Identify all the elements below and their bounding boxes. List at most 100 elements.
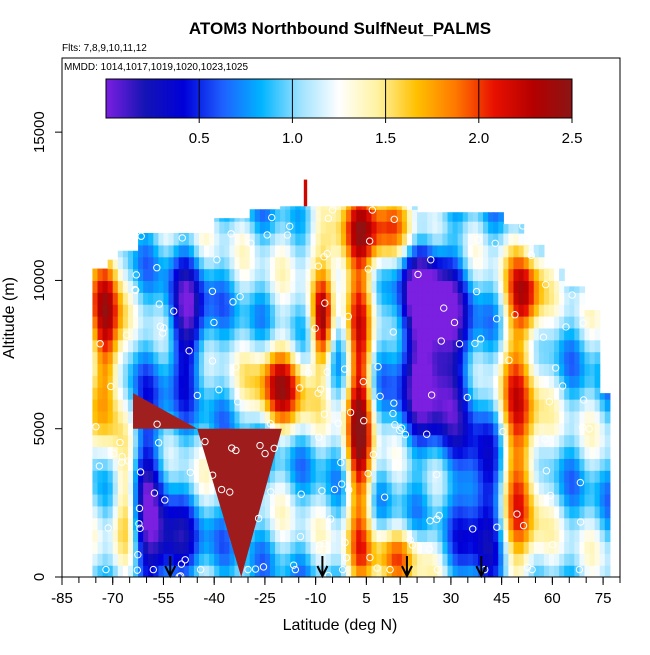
heatmap-cell [503, 339, 509, 353]
heatmap-cell [97, 422, 104, 436]
heatmap-cell [280, 434, 286, 448]
heatmap-cell [300, 505, 307, 519]
sample-point [247, 239, 255, 247]
heatmap-cell [554, 470, 560, 483]
heatmap-cell [442, 304, 449, 317]
heatmap-cell [127, 517, 134, 531]
heatmap-cell [457, 375, 464, 388]
heatmap-cell [183, 422, 190, 436]
heatmap-cell [554, 505, 560, 519]
heatmap-cell [513, 553, 520, 566]
heatmap-cell [447, 505, 454, 519]
heatmap-cell [204, 316, 210, 329]
heatmap-cell [447, 375, 454, 388]
heatmap-cell [528, 339, 535, 353]
heatmap-cell [325, 327, 332, 341]
heatmap-cell [214, 351, 220, 365]
heatmap-cell [290, 458, 296, 471]
heatmap-cell [341, 292, 347, 305]
heatmap-cell [254, 244, 261, 258]
heatmap-cell [457, 565, 464, 577]
heatmap-cell [422, 363, 428, 376]
heatmap-cell [219, 375, 225, 388]
heatmap-cell [508, 244, 515, 258]
heatmap-cell [508, 280, 515, 293]
y-tick-label: 0 [31, 573, 48, 581]
heatmap-cell [437, 470, 444, 483]
heatmap-cell [315, 434, 322, 448]
heatmap-cell [117, 434, 124, 448]
heatmap-cell [249, 268, 256, 282]
heatmap-cell [437, 422, 444, 436]
heatmap-cell [381, 351, 388, 365]
heatmap-cell [264, 232, 271, 246]
heatmap-cell [198, 410, 205, 424]
heatmap-cell [493, 458, 499, 471]
heatmap-cell [371, 232, 378, 246]
sample-point [150, 489, 159, 497]
heatmap-cell [224, 256, 230, 270]
heatmap-cell [214, 375, 220, 388]
heatmap-cell [457, 339, 464, 353]
heatmap-cell [346, 292, 352, 305]
heatmap-cell [290, 482, 296, 495]
heatmap-cell [412, 292, 418, 305]
heatmap-cell [386, 446, 393, 459]
heatmap-cell [249, 316, 256, 329]
heatmap-cell [173, 363, 180, 376]
heatmap-cell [554, 339, 560, 353]
heatmap-cell [143, 470, 149, 483]
heatmap-cell [564, 446, 570, 459]
heatmap-cell [188, 470, 195, 483]
sample-point [96, 340, 104, 348]
heatmap-cell [341, 280, 347, 293]
heatmap-cell [366, 482, 373, 495]
heatmap-cell [219, 292, 225, 305]
heatmap-cell [325, 292, 332, 305]
heatmap-cell [559, 363, 565, 376]
heatmap-cell [315, 458, 322, 471]
heatmap-cell [386, 541, 393, 554]
heatmap-cell [513, 232, 520, 246]
heatmap-cell [417, 505, 423, 519]
heatmap-cell [427, 410, 433, 424]
heatmap-cell [447, 256, 454, 270]
heatmap-cell [92, 363, 99, 376]
heatmap-cell [574, 286, 581, 293]
heatmap-cell [406, 268, 413, 282]
heatmap-cell [569, 517, 575, 531]
heatmap-cell [401, 541, 408, 554]
heatmap-cell [493, 351, 499, 365]
heatmap-cell [325, 221, 332, 234]
heatmap-cell [437, 351, 444, 365]
heatmap-cell [569, 493, 575, 507]
heatmap-cell [498, 212, 504, 222]
heatmap-cell [173, 339, 180, 353]
heatmap-cell [432, 304, 438, 317]
heatmap-cell [523, 446, 530, 459]
heatmap-cell [280, 209, 286, 222]
heatmap-cell [559, 304, 565, 317]
heatmap-cell [569, 541, 575, 554]
heatmap-cell [422, 268, 428, 282]
heatmap-cell [457, 280, 464, 293]
heatmap-cell [361, 351, 367, 365]
heatmap-cell [198, 292, 205, 305]
heatmap-cell [432, 529, 438, 543]
heatmap-cell [285, 410, 291, 424]
heatmap-cell [493, 541, 499, 554]
heatmap-cell [538, 304, 545, 317]
heatmap-cell [462, 493, 469, 507]
heatmap-cell [188, 244, 195, 258]
heatmap-cell [406, 351, 413, 365]
heatmap-cell [254, 256, 261, 270]
heatmap-cell [107, 375, 114, 388]
heatmap-cell [239, 304, 246, 317]
heatmap-cell [569, 304, 575, 317]
heatmap-cell [315, 339, 322, 353]
heatmap-cell [356, 517, 362, 531]
heatmap-cell [97, 304, 104, 317]
heatmap-cell [330, 565, 337, 577]
heatmap-cell [310, 553, 317, 566]
